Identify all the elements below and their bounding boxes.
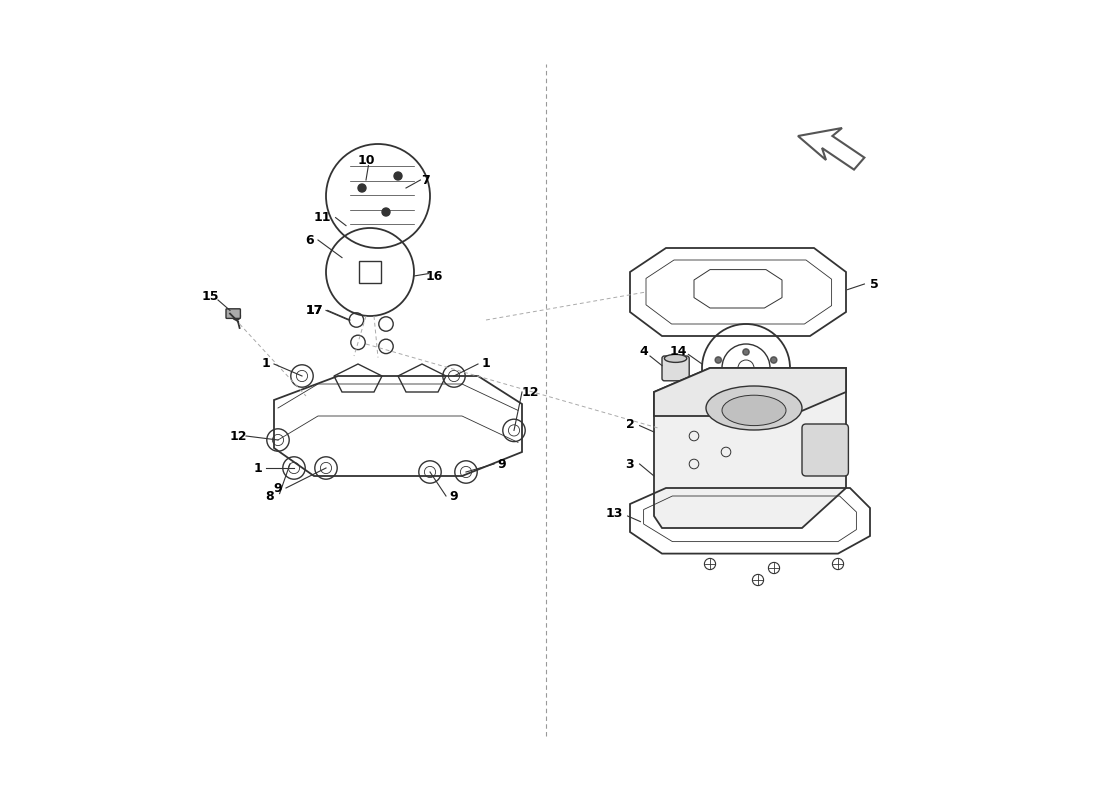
Text: 17: 17 — [306, 304, 322, 317]
Circle shape — [742, 381, 749, 387]
Text: 1: 1 — [254, 462, 263, 474]
Circle shape — [715, 373, 722, 379]
Circle shape — [394, 172, 402, 180]
Circle shape — [382, 208, 390, 216]
Text: 7: 7 — [421, 174, 430, 186]
Circle shape — [770, 357, 777, 363]
Polygon shape — [654, 368, 846, 528]
FancyBboxPatch shape — [226, 309, 241, 318]
Circle shape — [358, 184, 366, 192]
FancyBboxPatch shape — [662, 356, 690, 381]
Text: 9: 9 — [274, 482, 283, 494]
Ellipse shape — [722, 395, 786, 426]
Ellipse shape — [706, 386, 802, 430]
Text: 2: 2 — [626, 418, 635, 430]
Ellipse shape — [664, 354, 686, 362]
Text: 9: 9 — [497, 458, 506, 470]
Text: 13: 13 — [605, 507, 623, 520]
Text: 9: 9 — [450, 490, 459, 502]
Circle shape — [742, 349, 749, 355]
Text: 16: 16 — [426, 270, 442, 282]
Text: 1: 1 — [262, 358, 271, 370]
Text: 1: 1 — [482, 358, 491, 370]
Text: 11: 11 — [314, 211, 331, 224]
Text: 14: 14 — [669, 346, 686, 358]
Polygon shape — [654, 368, 846, 416]
Text: 3: 3 — [626, 458, 635, 470]
Circle shape — [232, 312, 241, 320]
Text: 4: 4 — [639, 346, 648, 358]
Text: 5: 5 — [870, 278, 879, 290]
Circle shape — [770, 373, 777, 379]
FancyBboxPatch shape — [802, 424, 848, 476]
Text: 6: 6 — [306, 234, 315, 246]
Text: 10: 10 — [358, 154, 375, 166]
Text: 12: 12 — [521, 386, 539, 398]
Text: 17: 17 — [306, 304, 322, 317]
Text: 15: 15 — [201, 290, 219, 302]
Circle shape — [715, 357, 722, 363]
Text: 8: 8 — [266, 490, 274, 502]
Text: 12: 12 — [229, 430, 246, 442]
